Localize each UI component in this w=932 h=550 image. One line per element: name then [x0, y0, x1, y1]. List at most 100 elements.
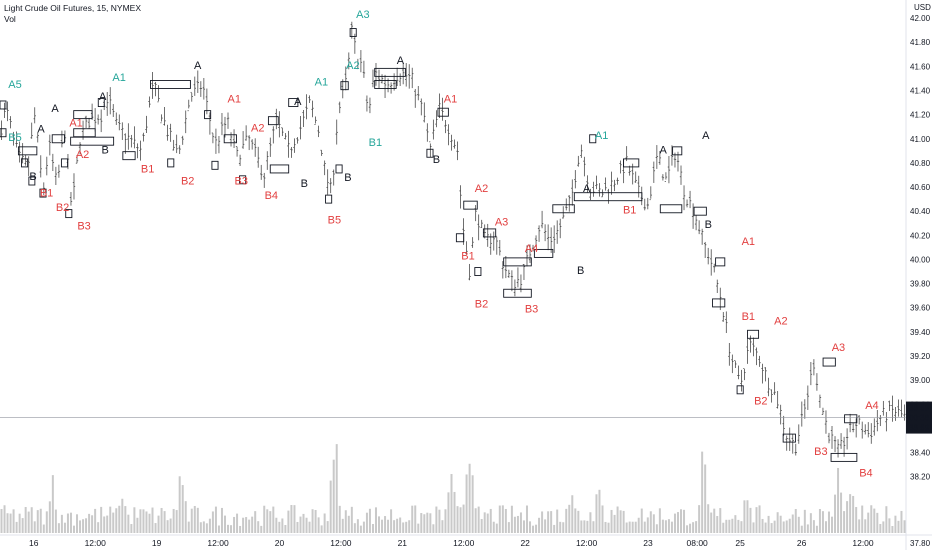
volume-bar [21, 518, 24, 533]
volume-bar [175, 510, 178, 533]
volume-bar [151, 507, 154, 533]
ohlc-bar [634, 171, 637, 183]
volume-bar [655, 524, 658, 533]
y-tick-label: 42.00 [910, 14, 931, 23]
volume-bar [504, 508, 507, 533]
volume-bar [371, 524, 374, 533]
volume-bar [402, 522, 405, 533]
ohlc-bar [571, 179, 574, 206]
x-tick-label: 20 [275, 538, 285, 548]
volume-bar [24, 507, 27, 533]
volume-bar [541, 511, 544, 533]
ohlc-bar [685, 199, 689, 208]
volume-bar [453, 491, 456, 533]
ohlc-bar [269, 137, 272, 157]
volume-bar [746, 500, 749, 533]
volume-bar [299, 516, 302, 533]
ohlc-bar [193, 76, 196, 96]
volume-bar [864, 519, 867, 533]
ohlc-bar [495, 235, 498, 255]
ohlc-bar [592, 181, 595, 197]
y-tick-label: 40.80 [910, 159, 931, 168]
volume-bar [562, 522, 565, 533]
volume-bar [260, 525, 263, 533]
volume-bar [577, 510, 580, 533]
volume-bar [154, 523, 157, 533]
ohlc-bar [139, 140, 142, 161]
ohlc-bar [311, 100, 314, 118]
wave-label: A1 [69, 118, 82, 130]
volume-bar [867, 512, 870, 533]
volume-bar [344, 510, 347, 533]
ohlc-bar [184, 110, 187, 134]
volume-indicator-label[interactable]: Vol [4, 14, 16, 24]
ohlc-bar [226, 112, 230, 129]
level-box [223, 134, 237, 144]
ohlc-bar [791, 434, 794, 454]
volume-bar [236, 513, 239, 533]
ohlc-bar [344, 66, 347, 91]
ohlc-bar [492, 231, 495, 251]
level-box [335, 164, 343, 174]
ohlc-bar [534, 235, 538, 248]
ohlc-bar [598, 183, 601, 197]
level-box [426, 148, 434, 158]
ohlc-bar [426, 123, 429, 142]
level-box [659, 204, 683, 214]
label-layer: A5B5BAB1AB2A1A2B3ABA1B1AB2A1A2B3B4ABA1BB… [8, 9, 878, 480]
ohlc-bar [864, 424, 867, 435]
volume-bar [532, 525, 535, 533]
ohlc-bar [498, 240, 502, 256]
ohlc-bar [710, 249, 713, 276]
ohlc-bar [36, 132, 39, 143]
volume-bar [728, 519, 731, 533]
ohlc-bar [649, 186, 653, 201]
ohlc-bar [272, 126, 275, 144]
volume-bar [417, 523, 420, 533]
x-tick-label: 19 [152, 538, 162, 548]
ohlc-bar [583, 156, 586, 177]
volume-bar [773, 520, 776, 533]
ohlc-bar [773, 382, 776, 396]
y-tick-label: 41.40 [910, 86, 931, 95]
ohlc-bar [450, 134, 453, 151]
volume-bar [837, 467, 840, 533]
level-box [747, 329, 760, 339]
volume-bar [547, 511, 550, 533]
volume-bar [779, 515, 782, 533]
volume-bar [109, 506, 112, 533]
ohlc-bar [468, 263, 471, 281]
volume-bar [233, 516, 236, 533]
volume-bar [172, 508, 175, 533]
volume-bar [314, 510, 317, 533]
volume-bar [483, 512, 486, 533]
volume-bar [12, 509, 15, 533]
volume-bar [227, 524, 230, 533]
ohlc-bar [341, 79, 344, 99]
ohlc-bar [607, 188, 610, 204]
y-tick-label: 40.60 [910, 183, 931, 192]
volume-bar [160, 507, 163, 533]
volume-bar [815, 525, 818, 533]
level-box [73, 110, 93, 120]
volume-bar [48, 501, 51, 533]
volume-bar [529, 521, 532, 533]
ohlc-bar [752, 337, 755, 357]
volume-bar [27, 511, 30, 533]
volume-bar [18, 513, 21, 533]
ohlc-bar [235, 146, 239, 157]
volume-bar [142, 509, 145, 533]
ohlc-bar [411, 67, 414, 89]
level-box [844, 414, 858, 424]
ohlc-bar [115, 112, 118, 125]
volume-bar [465, 474, 468, 533]
volume-bar [610, 509, 613, 533]
ohlc-bar [441, 97, 444, 121]
volume-bar [85, 518, 88, 533]
level-box [736, 385, 744, 395]
ohlc-bar [338, 101, 341, 114]
x-tick-label: 12:00 [85, 538, 107, 548]
volume-bar [368, 508, 371, 533]
